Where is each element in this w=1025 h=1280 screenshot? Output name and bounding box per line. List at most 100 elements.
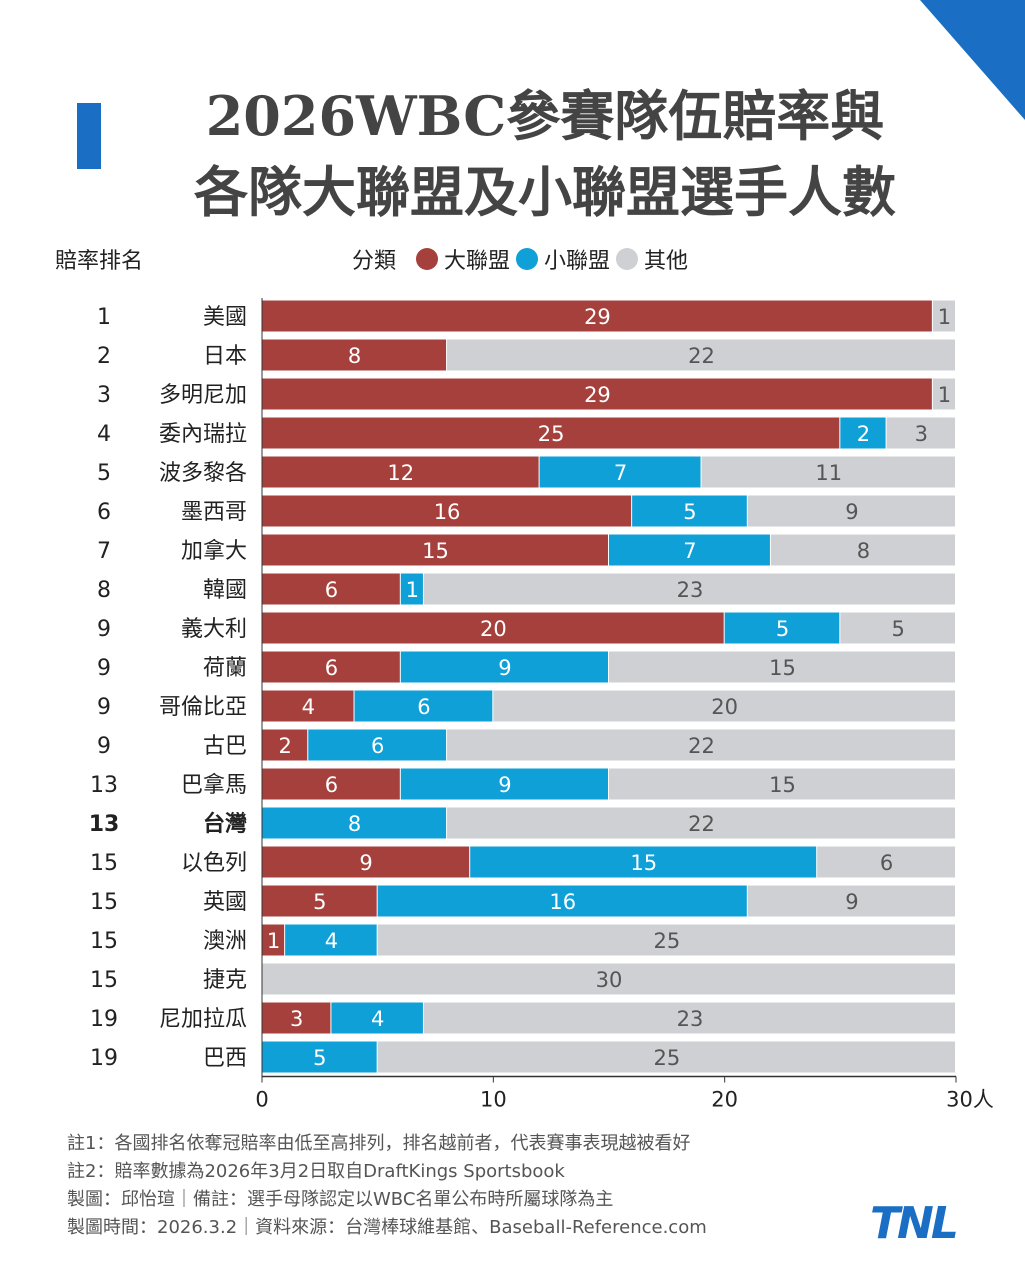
bar-segment — [400, 651, 608, 683]
bar-value-label: 4 — [325, 929, 338, 953]
bar-segment — [262, 729, 308, 761]
bar-segment — [377, 1041, 956, 1073]
bar-segment — [354, 690, 493, 722]
bar-value-label: 22 — [688, 734, 715, 758]
bar-value-label: 25 — [653, 929, 680, 953]
bar-value-label: 9 — [359, 851, 372, 875]
bar-value-label: 2 — [278, 734, 291, 758]
bar-value-label: 1 — [938, 305, 951, 329]
bar-value-label: 5 — [313, 890, 326, 914]
bar-segment — [308, 729, 447, 761]
bar-value-label: 5 — [891, 617, 904, 641]
team-label: 韓國 — [203, 578, 247, 603]
bar-segment — [932, 300, 955, 332]
bar-value-label: 6 — [371, 734, 384, 758]
bar-value-label: 5 — [313, 1046, 326, 1070]
rank-label: 15 — [90, 968, 118, 993]
bar-segment — [377, 885, 747, 917]
corner-decoration — [920, 0, 1025, 120]
bar-value-label: 1 — [267, 929, 280, 953]
note-4: 製圖時間：2026.3.2｜資料來源：台灣棒球維基館、Baseball-Refe… — [67, 1217, 707, 1238]
x-tick-label: 20 — [711, 1088, 738, 1112]
bar-value-label: 6 — [325, 773, 338, 797]
bar-segment — [447, 729, 955, 761]
bar-value-label: 9 — [498, 656, 511, 680]
team-label: 義大利 — [181, 617, 247, 642]
bar-segment — [400, 768, 608, 800]
tnl-logo: TNL — [870, 1198, 959, 1249]
team-label: 加拿大 — [181, 538, 247, 564]
bar-value-label: 25 — [653, 1046, 680, 1070]
note-3: 製圖：邱怡瑄｜備註：選手母隊認定以WBC名單公布時所屬球隊為主 — [67, 1189, 614, 1210]
rank-label: 5 — [97, 461, 111, 486]
bar-segment — [262, 456, 539, 488]
bar-value-label: 22 — [688, 344, 715, 368]
title-accent-bar — [77, 103, 101, 169]
rank-header: 賠率排名 — [55, 249, 144, 274]
bar-segment — [262, 534, 608, 566]
bar-segment — [932, 378, 955, 410]
bar-value-label: 8 — [348, 812, 361, 836]
bar-segment — [423, 1002, 955, 1034]
bar-segment — [447, 339, 955, 371]
bar-value-label: 9 — [845, 890, 858, 914]
footnotes: 註1：各國排名依奪冠賠率由低至高排列，排名越前者，代表賽事表現越被看好 註2：賠… — [67, 1130, 707, 1242]
bar-segment — [262, 846, 470, 878]
bar-segment — [609, 651, 955, 683]
rank-label: 9 — [97, 695, 111, 720]
team-label: 墨西哥 — [181, 500, 247, 525]
bar-value-label: 7 — [683, 539, 696, 563]
rank-label: 6 — [97, 500, 111, 525]
rank-label: 15 — [90, 890, 118, 915]
team-label: 委內瑞拉 — [159, 422, 247, 447]
title-line-2: 各隊大聯盟及小聯盟選手人數 — [194, 160, 896, 224]
team-label: 美國 — [203, 305, 247, 330]
bar-value-label: 15 — [422, 539, 449, 563]
bar-segment — [262, 690, 354, 722]
bar-segment — [331, 1002, 423, 1034]
bar-value-label: 3 — [290, 1007, 303, 1031]
bar-value-label: 29 — [584, 383, 611, 407]
legend-item-mlb: 大聯盟 — [444, 249, 511, 274]
bar-segment — [609, 534, 770, 566]
legend-item-milb: 小聯盟 — [544, 249, 611, 274]
team-label: 哥倫比亞 — [159, 695, 247, 720]
bar-segment — [262, 963, 955, 995]
bar-segment — [262, 300, 932, 332]
team-label: 巴西 — [203, 1046, 247, 1071]
bar-segment — [262, 807, 447, 839]
bar-segment — [609, 768, 955, 800]
rank-label: 15 — [90, 851, 118, 876]
bar-segment — [747, 495, 955, 527]
bar-value-label: 16 — [549, 890, 576, 914]
bar-value-label: 16 — [434, 500, 461, 524]
rank-label: 13 — [89, 812, 120, 837]
bar-value-label: 2 — [857, 422, 870, 446]
legend-swatch-milb — [516, 248, 539, 270]
bar-value-label: 3 — [915, 422, 928, 446]
bar-segment — [262, 924, 285, 956]
team-label: 以色列 — [181, 851, 247, 876]
x-tick-label: 0 — [255, 1088, 268, 1112]
team-label: 日本 — [203, 344, 247, 369]
bar-segment — [262, 1002, 331, 1034]
title-line-1: 2026WBC參賽隊伍賠率與 — [205, 84, 885, 148]
bar-segment — [262, 885, 377, 917]
bar-value-label: 11 — [815, 461, 842, 485]
rank-label: 9 — [97, 617, 111, 642]
bar-segment — [886, 417, 955, 449]
bar-segment — [747, 885, 955, 917]
bar-value-label: 15 — [630, 851, 657, 875]
bar-value-label: 1 — [406, 578, 419, 602]
team-label: 台灣 — [203, 811, 247, 837]
bar-value-label: 7 — [614, 461, 627, 485]
bar-segment — [285, 924, 377, 956]
bar-segment — [262, 612, 724, 644]
bar-segment — [262, 1041, 377, 1073]
bar-segment — [262, 417, 840, 449]
team-label: 多明尼加 — [159, 383, 247, 408]
team-label: 古巴 — [203, 734, 247, 759]
rank-label: 9 — [97, 734, 111, 759]
bar-value-label: 6 — [325, 578, 338, 602]
